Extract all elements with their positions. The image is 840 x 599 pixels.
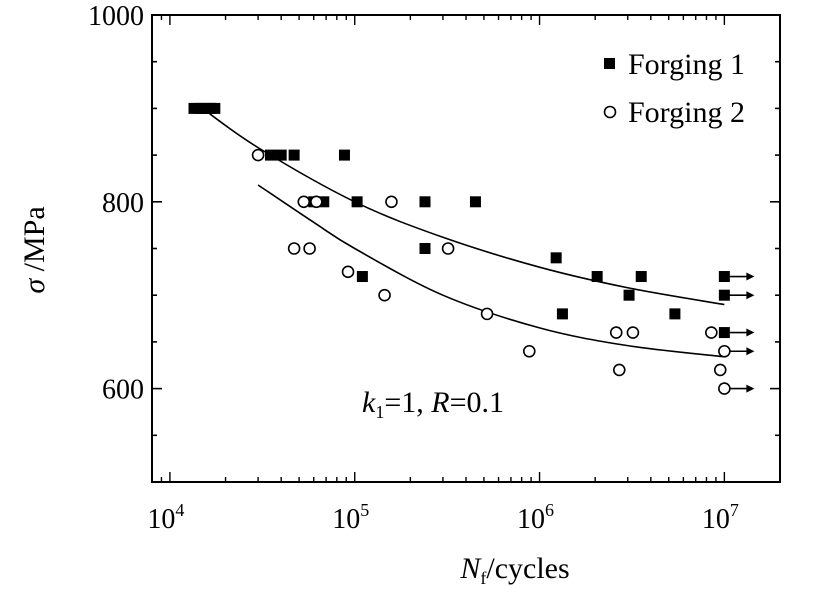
- forging-2-point: [310, 195, 323, 209]
- runout-arrowhead: [746, 272, 755, 281]
- runout-arrowhead: [746, 291, 755, 300]
- fit-curves: [201, 107, 725, 358]
- forging-2-point: [385, 195, 398, 209]
- y-tick-label: 1000: [88, 1, 144, 32]
- forging-2-point: [297, 195, 311, 209]
- forging-1-point: [288, 149, 300, 161]
- forging-1-point: [419, 243, 431, 254]
- y-axis-label: σ /MPa: [18, 206, 51, 293]
- x-axis-label: Nf/cycles: [459, 552, 569, 588]
- x-tick-label: 104: [147, 500, 184, 535]
- legend-marker-forging-1: [604, 58, 615, 69]
- forging-1-point: [275, 149, 287, 161]
- forging-2-point: [626, 326, 640, 339]
- fit-curve-2: [257, 184, 725, 358]
- x-tick-label: 105: [332, 500, 369, 535]
- forging-1-point: [419, 196, 431, 208]
- y-tick-label: 600: [102, 375, 144, 406]
- forging-2-point: [522, 344, 536, 358]
- forging-1-point: [188, 102, 200, 114]
- test-condition-annotation: k1=1, R=0.1: [362, 386, 504, 422]
- forging-1-point: [469, 196, 481, 208]
- forging-1-point: [635, 271, 647, 283]
- forging-2-point: [251, 148, 265, 162]
- forging-1-point: [591, 271, 603, 283]
- forging-2-point: [378, 288, 391, 302]
- axis-tick-labels: 600 800 1000 104 105 106 107: [88, 1, 739, 535]
- forging-2-point: [612, 363, 626, 377]
- forging-1-point: [623, 289, 635, 301]
- forging-2-point: [441, 242, 455, 255]
- legend-label-forging-2: Forging 2: [628, 96, 745, 129]
- forging-2-point: [341, 265, 355, 279]
- forging-2-point: [705, 326, 718, 339]
- legend-marker-forging-2: [603, 105, 617, 119]
- runout-arrowhead: [746, 384, 755, 393]
- forging-2-point: [609, 326, 623, 339]
- forging-1-point: [556, 308, 568, 320]
- runout-arrowhead: [746, 328, 755, 337]
- forging-1-point: [264, 149, 276, 161]
- x-tick-label: 107: [702, 500, 739, 535]
- forging-2-point: [303, 242, 316, 255]
- forging-1-point: [669, 308, 681, 320]
- forging-1-point: [209, 102, 221, 114]
- forging-1-point: [718, 327, 730, 339]
- forging-2-point: [480, 307, 494, 321]
- y-tick-label: 800: [102, 188, 144, 219]
- runout-arrowhead: [746, 347, 755, 356]
- data-points: [188, 102, 755, 395]
- forging-1-point: [351, 196, 363, 208]
- forging-1-point: [718, 289, 730, 301]
- forging-2-point: [718, 382, 731, 395]
- fit-curve-1: [201, 107, 725, 306]
- axis-ticks: [151, 14, 781, 483]
- legend: Forging 1 Forging 2: [603, 48, 745, 129]
- forging-2-point: [713, 363, 727, 377]
- forging-1-point: [550, 252, 562, 264]
- forging-1-point: [718, 271, 730, 283]
- forging-1-point: [356, 271, 368, 283]
- forging-1-point: [338, 149, 350, 161]
- x-tick-label: 106: [517, 500, 554, 535]
- forging-1-point: [318, 196, 330, 208]
- forging-2-point: [718, 344, 731, 358]
- forging-2-point: [287, 242, 301, 255]
- legend-label-forging-1: Forging 1: [628, 48, 745, 81]
